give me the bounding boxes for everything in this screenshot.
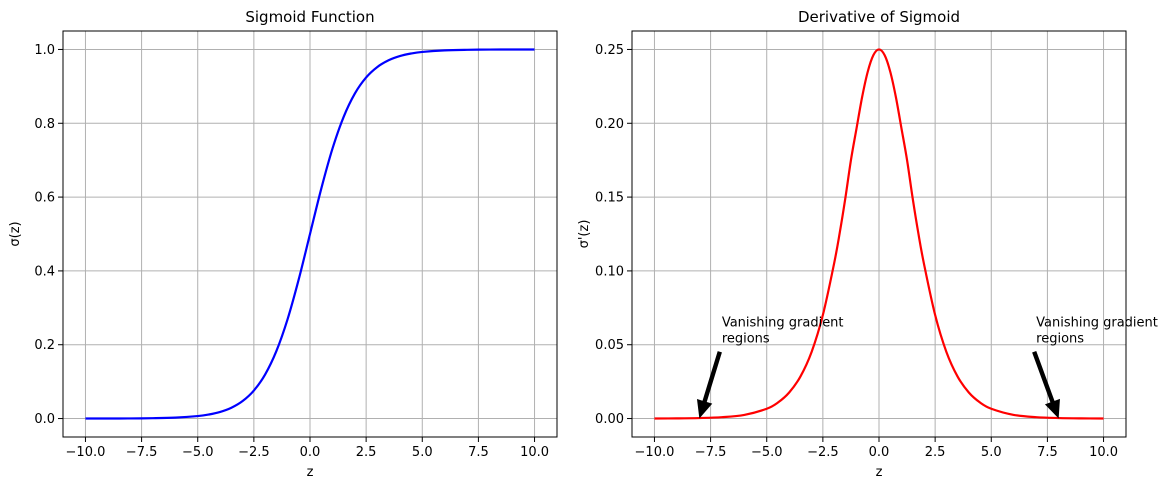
annotation-text-line: regions [722, 332, 770, 347]
derivative-x-tick-label: 5.0 [981, 445, 1002, 460]
derivative-chart-title: Derivative of Sigmoid [798, 8, 960, 26]
annotation-text-line: Vanishing gradient [722, 316, 844, 331]
sigmoid-x-tick-label: 2.5 [356, 445, 377, 460]
sigmoid-y-tick-label: 0.8 [34, 117, 55, 132]
derivative-x-tick-label: −10.0 [635, 445, 675, 460]
derivative-x-axis-label: z [876, 465, 883, 480]
annotation-text: Vanishing gradient regions [722, 316, 844, 347]
sigmoid-x-tick-label: 10.0 [520, 445, 549, 460]
derivative-x-tick-label: −2.5 [807, 445, 839, 460]
sigmoid-y-tick-label: 0.2 [34, 338, 55, 353]
derivative-y-tick-label: 0.05 [595, 338, 624, 353]
sigmoid-x-tick-label: −2.5 [238, 445, 270, 460]
sigmoid-y-tick-label: 1.0 [34, 43, 55, 58]
derivative-y-tick-label: 0.10 [595, 264, 624, 279]
sigmoid-y-axis-label: σ(z) [8, 221, 23, 246]
derivative-y-tick-label: 0.00 [595, 412, 624, 427]
annotation-text: Vanishing gradient regions [1036, 316, 1158, 347]
derivative-y-tick-label: 0.15 [595, 191, 624, 206]
sigmoid-x-tick-label: −7.5 [126, 445, 158, 460]
annotation-arrow [1032, 350, 1060, 419]
sigmoid-x-tick-label: 7.5 [468, 445, 489, 460]
sigmoid-chart-title: Sigmoid Function [245, 8, 374, 26]
derivative-y-tick-label: 0.25 [595, 43, 624, 58]
derivative-y-tick-label: 0.20 [595, 117, 624, 132]
derivative-x-tick-label: 10.0 [1089, 445, 1118, 460]
sigmoid-y-tick-label: 0.6 [34, 191, 55, 206]
sigmoid-x-axis-label: z [307, 465, 314, 480]
sigmoid-x-tick-label: 5.0 [412, 445, 433, 460]
sigmoid-series-line [85, 48, 535, 420]
sigmoid-x-tick-label: −5.0 [182, 445, 214, 460]
sigmoid-x-tick-label: 0.0 [300, 445, 321, 460]
derivative-y-axis-label: σ'(z) [577, 220, 592, 249]
derivative-series-line [654, 48, 1104, 420]
sigmoid-x-tick-label: −10.0 [66, 445, 106, 460]
derivative-x-tick-label: −7.5 [695, 445, 727, 460]
sigmoid-y-tick-label: 0.0 [34, 412, 55, 427]
derivative-x-tick-label: 2.5 [925, 445, 946, 460]
sigmoid-derivative-chart: −10.0 −7.5 −5.0 −2.5 0.0 2.5 5.0 7.5 10.0 0.00 0.0… [577, 8, 1158, 480]
annotation-arrow [696, 351, 722, 419]
annotation-text-line: regions [1036, 332, 1084, 347]
annotation-text-line: Vanishing gradient [1036, 316, 1158, 331]
sigmoid-chart: −10.0 −7.5 −5.0 −2.5 0.0 2.5 5.0 7.5 10.0 0.0 0.2 0… [8, 8, 558, 480]
sigmoid-y-tick-label: 0.4 [34, 264, 55, 279]
derivative-x-tick-label: −5.0 [751, 445, 783, 460]
derivative-x-tick-label: 7.5 [1037, 445, 1058, 460]
derivative-x-tick-label: 0.0 [869, 445, 890, 460]
